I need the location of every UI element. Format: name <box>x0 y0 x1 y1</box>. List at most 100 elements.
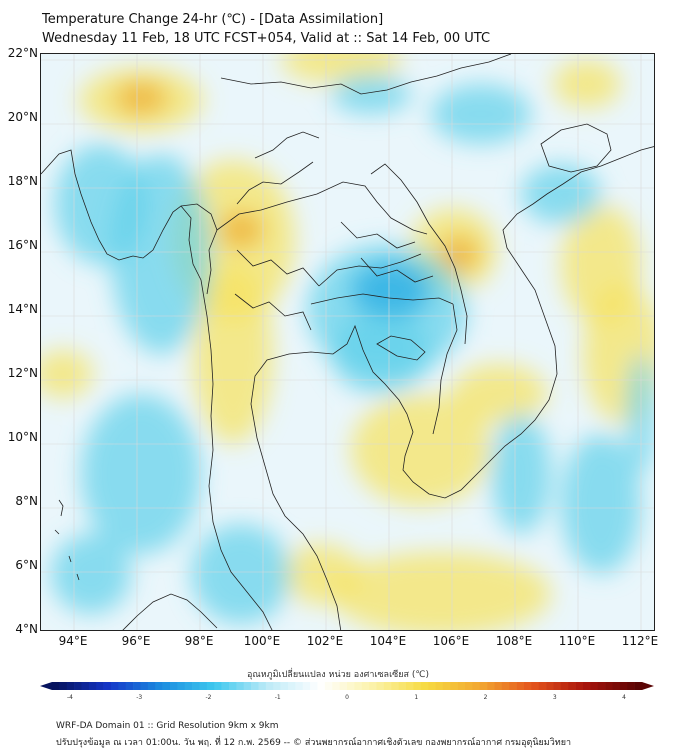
latitude-label: 12°N <box>7 366 38 380</box>
coastlines-and-borders <box>41 54 654 630</box>
longitude-label: 106°E <box>432 634 470 648</box>
colorbar-bin <box>538 682 547 690</box>
longitude-label: 108°E <box>495 634 533 648</box>
colorbar-tick-label: -1 <box>274 694 281 701</box>
colorbar-bin <box>472 682 481 690</box>
colorbar-bin <box>332 682 340 690</box>
colorbar-bin <box>214 682 222 690</box>
colorbar-bin <box>147 682 156 690</box>
longitude-label: 104°E <box>369 634 407 648</box>
colorbar-bin <box>428 682 436 690</box>
cool-anomaly <box>521 164 601 224</box>
colorbar-bin <box>140 682 149 690</box>
colorbar-bin <box>627 682 635 690</box>
colorbar-bin <box>560 682 569 690</box>
colorbar-bin <box>361 682 370 690</box>
colorbar-bin <box>442 682 451 690</box>
latitude-label: 10°N <box>7 430 38 444</box>
colorbar-bin <box>52 682 60 690</box>
colorbar-bin <box>605 682 613 690</box>
cool-anomaly <box>351 262 431 318</box>
colorbar-tick-label: 1 <box>414 694 419 701</box>
colorbar-bin <box>66 682 75 690</box>
colorbar-tick-label: 4 <box>622 694 626 701</box>
colorbar-bin <box>288 682 296 690</box>
colorbar-tick-label: -2 <box>205 694 212 701</box>
warm-anomaly <box>193 264 273 444</box>
colorbar-bin <box>347 682 355 690</box>
border-china-north <box>220 54 512 95</box>
colorbar-bin <box>251 682 259 690</box>
border-provinces-a <box>236 249 320 287</box>
border-provinces-c <box>340 221 416 249</box>
border-provinces-d <box>360 257 434 283</box>
colorbar-label: อุณหภูมิเปลี่ยนแปลง หน่วย องศาเซลเซียส (… <box>246 670 430 680</box>
footer-grid-info: WRF-DA Domain 01 :: Grid Resolution 9km … <box>56 721 279 731</box>
warm-anomaly <box>439 236 479 272</box>
colorbar-bin <box>420 682 429 690</box>
cool-anomaly <box>431 84 531 144</box>
border-thailand-cambodia <box>310 293 454 305</box>
colorbar-bin <box>258 682 267 690</box>
colorbar-bin <box>590 682 599 690</box>
cool-anomaly <box>331 74 411 114</box>
latitude-label: 22°N <box>7 46 38 60</box>
cool-anomaly <box>55 144 147 264</box>
colorbar-bin <box>59 682 68 690</box>
colorbar-bin <box>501 682 510 690</box>
longitude-label: 112°E <box>621 634 659 648</box>
map-subtitle: Wednesday 11 Feb, 18 UTC FCST+054, Valid… <box>42 31 491 46</box>
map-title: Temperature Change 24-hr (℃) - [Data Ass… <box>42 12 384 27</box>
longitude-label: 94°E <box>58 634 88 648</box>
colorbar-bin <box>516 682 525 690</box>
colorbar-bin <box>383 682 392 690</box>
coastline-gulf <box>250 146 654 630</box>
cool-anomaly <box>51 534 131 614</box>
colorbar-bin <box>597 682 606 690</box>
colorbar-bin <box>465 682 473 690</box>
colorbar-bin <box>479 682 488 690</box>
colorbar-bin <box>199 682 208 690</box>
colorbar-bin <box>118 682 127 690</box>
colorbar-bin <box>96 682 104 690</box>
latitude-label: 8°N <box>15 494 38 508</box>
colorbar-bin <box>265 682 274 690</box>
map-canvas <box>41 54 654 630</box>
colorbar-bin <box>74 682 82 690</box>
colorbar-bin <box>243 682 252 690</box>
colorbar-bin <box>509 682 517 690</box>
colorbar-bin <box>184 682 193 690</box>
colorbar-bin <box>413 682 422 690</box>
colorbar-tick-label: 0 <box>345 694 349 701</box>
cool-anomaly <box>191 524 291 624</box>
border-laos-cambodia <box>318 253 422 287</box>
colorbar-bin <box>553 682 562 690</box>
temperature-field <box>41 54 654 630</box>
colorbar-bin <box>125 682 134 690</box>
colorbar-bin <box>568 682 576 690</box>
warm-anomaly <box>553 60 621 108</box>
coastline-hainan <box>540 123 612 173</box>
colorbar-bin <box>280 682 289 690</box>
warm-anomaly <box>281 544 361 604</box>
colorbar-bin <box>524 682 532 690</box>
colorbar-bin <box>575 682 584 690</box>
colorbar-tick-label: -3 <box>136 694 143 701</box>
colorbar-bin <box>354 682 363 690</box>
colorbar-bin <box>531 682 540 690</box>
colorbar-bin <box>619 682 628 690</box>
border-provinces-e <box>236 161 314 205</box>
colorbar-min-extend <box>40 682 52 690</box>
longitude-label: 110°E <box>558 634 596 648</box>
colorbar-bin <box>435 682 444 690</box>
colorbar-bin <box>236 682 245 690</box>
coastline-sumatra <box>122 593 218 630</box>
colorbar-bin <box>317 682 326 690</box>
colorbar-bin <box>81 682 90 690</box>
latitude-label: 18°N <box>7 174 38 188</box>
latitude-label: 6°N <box>15 558 38 572</box>
colorbar-bin <box>612 682 621 690</box>
colorbar-bin <box>391 682 399 690</box>
colorbar-bin <box>155 682 163 690</box>
colorbar-bin <box>88 682 97 690</box>
